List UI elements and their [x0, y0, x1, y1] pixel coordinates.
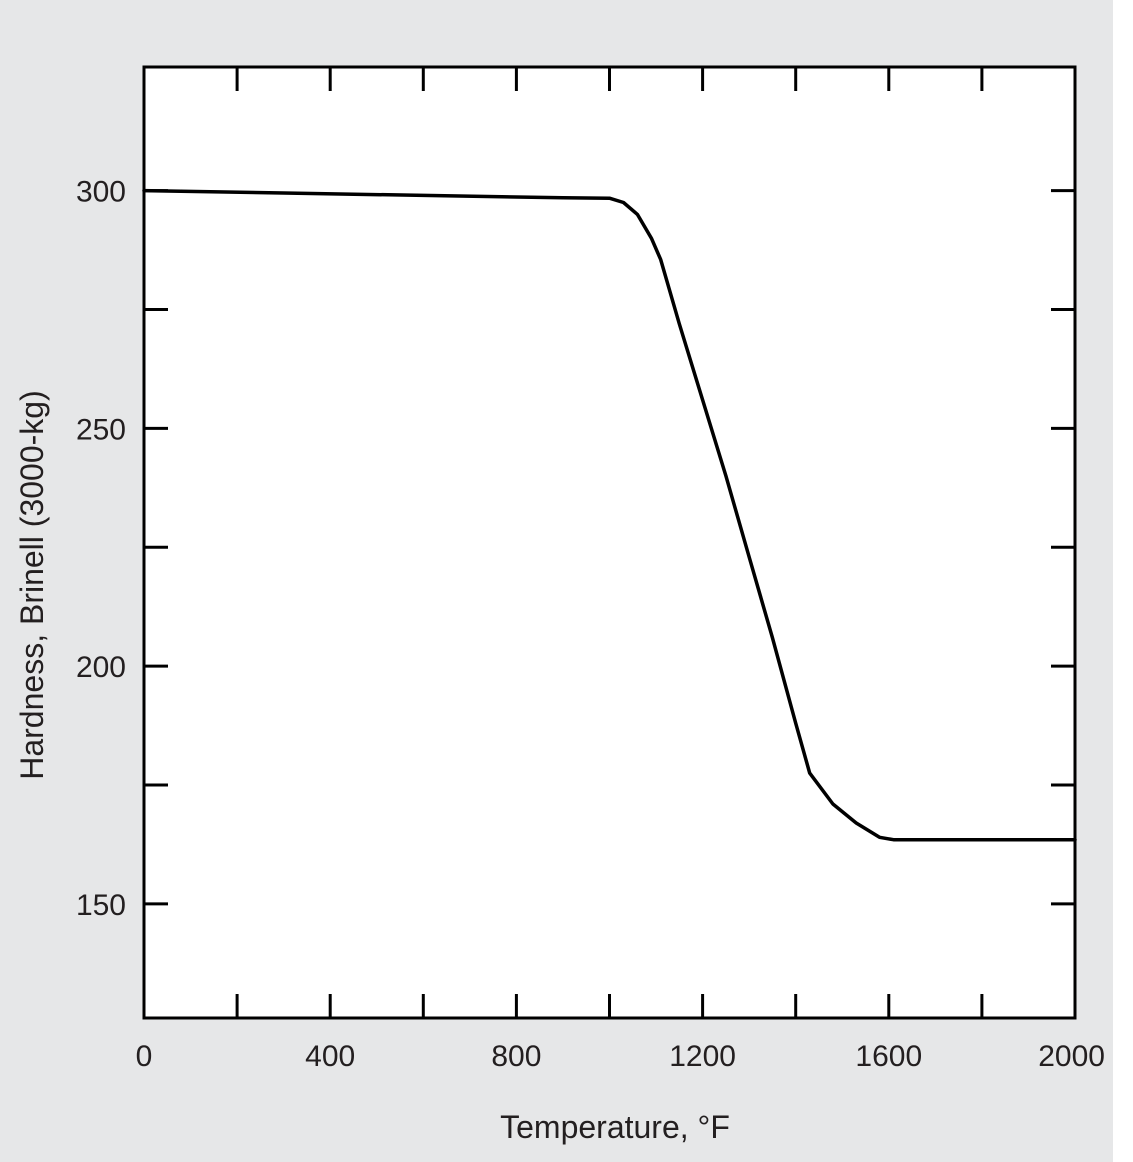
x-tick-label: 400	[305, 1040, 355, 1073]
series-line	[142, 188, 1077, 842]
x-tick-label: 2000	[1038, 1040, 1105, 1073]
y-tick-label: 300	[76, 176, 126, 209]
y-tick-label: 250	[76, 413, 126, 446]
y-tick-labels: 150 200 250 300	[76, 176, 126, 922]
axis-ticks	[144, 67, 1075, 1018]
x-tick-label: 1200	[669, 1040, 736, 1073]
y-tick-label: 150	[76, 889, 126, 922]
y-tick-label: 200	[76, 651, 126, 684]
y-axis-title: Hardness, Brinell (3000-kg)	[14, 390, 50, 780]
x-tick-label: 0	[136, 1040, 153, 1073]
x-tick-labels: 0 400 800 1200 1600 2000	[136, 1040, 1105, 1073]
x-axis-title: Temperature, °F	[500, 1109, 730, 1145]
plot-area	[142, 65, 1077, 1020]
x-tick-label: 800	[491, 1040, 541, 1073]
series-layer	[142, 188, 1077, 842]
x-tick-label: 1600	[855, 1040, 922, 1073]
